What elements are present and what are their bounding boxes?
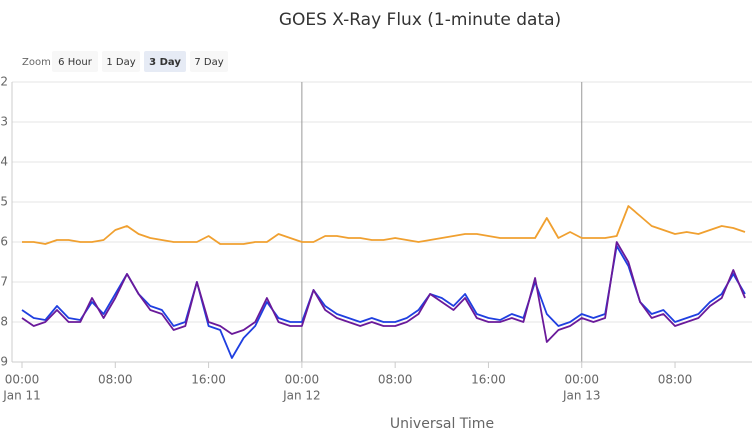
y-tick-label: 8 xyxy=(0,315,8,329)
x-tick-label: 08:00 xyxy=(378,373,413,387)
day-label: Jan 11 xyxy=(2,389,41,403)
y-tick-label: 9 xyxy=(0,355,8,369)
chart-title: GOES X-Ray Flux (1-minute data) xyxy=(279,10,561,30)
zoom-button-label[interactable]: 3 Day xyxy=(149,57,181,68)
zoom-button-label[interactable]: 1 Day xyxy=(106,57,135,68)
day-label: Jan 12 xyxy=(282,389,321,403)
x-tick-label: 08:00 xyxy=(658,373,693,387)
zoom-button[interactable] xyxy=(102,51,140,72)
y-tick-label: 3 xyxy=(0,115,8,129)
y-tick-label: 7 xyxy=(0,275,8,289)
x-tick-label: 16:00 xyxy=(471,373,506,387)
zoom-button[interactable] xyxy=(190,51,228,72)
y-tick-label: 2 xyxy=(0,75,8,89)
day-label: Jan 13 xyxy=(562,389,601,403)
x-tick-label: 08:00 xyxy=(98,373,133,387)
y-tick-label: 5 xyxy=(0,195,8,209)
x-tick-label: 00:00 xyxy=(285,373,320,387)
zoom-button-label[interactable]: 6 Hour xyxy=(58,57,93,68)
zoom-button-label[interactable]: 7 Day xyxy=(194,57,223,68)
series-line xyxy=(22,205,746,245)
zoom-button[interactable] xyxy=(52,51,98,72)
x-tick-label: 00:00 xyxy=(564,373,599,387)
series-line xyxy=(21,241,746,343)
zoom-button[interactable] xyxy=(144,51,186,72)
y-tick-label: 4 xyxy=(0,155,8,169)
series-line xyxy=(21,245,746,359)
x-tick-label: 00:00 xyxy=(5,373,40,387)
x-tick-label: 16:00 xyxy=(191,373,226,387)
y-tick-label: 6 xyxy=(0,235,8,249)
x-axis-title: Universal Time xyxy=(390,416,494,432)
zoom-label: Zoom xyxy=(22,57,51,68)
